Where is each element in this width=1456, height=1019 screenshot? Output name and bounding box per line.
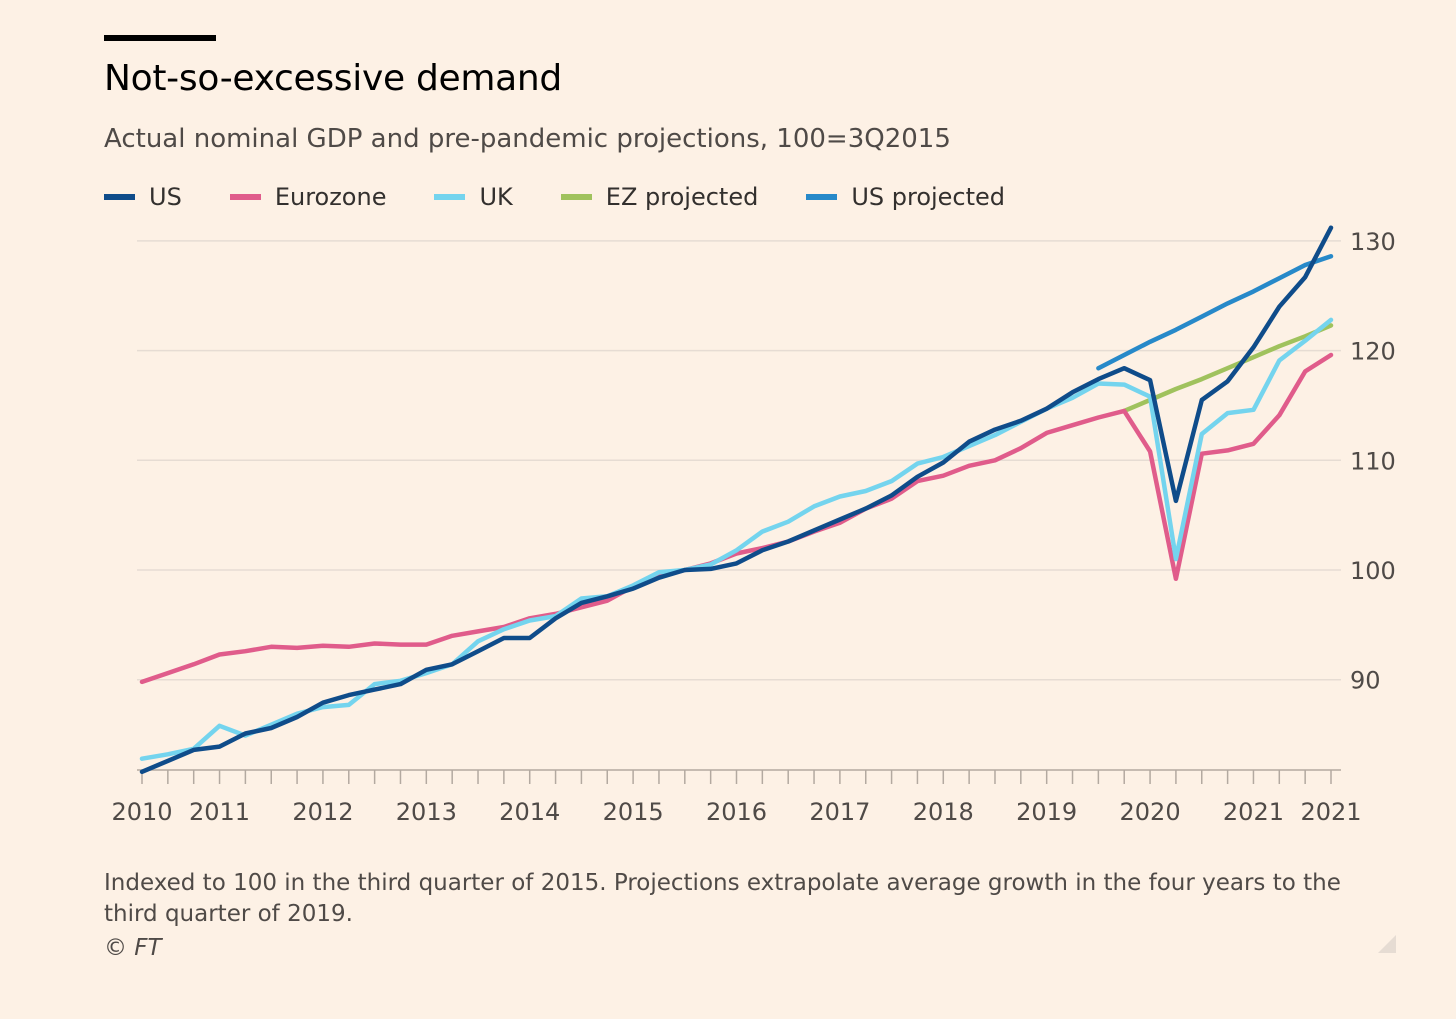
x-tick-label-12: 2021 bbox=[1300, 798, 1361, 826]
legend-label-eurozone: Eurozone bbox=[274, 183, 387, 211]
series-line-uk bbox=[139, 317, 1334, 761]
y-tick-label-120: 120 bbox=[1350, 338, 1396, 366]
legend-item-uk: UK bbox=[434, 183, 513, 211]
series-line-ez-projected bbox=[1121, 323, 1334, 414]
chart-title: Not-so-excessive demand bbox=[104, 58, 562, 99]
legend-item-us: US bbox=[104, 183, 182, 211]
title-rule bbox=[104, 35, 216, 41]
x-tick-label-4: 2014 bbox=[499, 798, 560, 826]
y-tick-label-110: 110 bbox=[1350, 447, 1396, 475]
legend-swatch-us bbox=[104, 194, 135, 200]
x-tick-label-5: 2015 bbox=[603, 798, 664, 826]
x-tick-label-0: 2010 bbox=[111, 798, 172, 826]
series-line-eurozone bbox=[139, 352, 1334, 685]
x-tick-label-1: 2011 bbox=[189, 798, 250, 826]
y-tick-label-90: 90 bbox=[1350, 667, 1381, 695]
legend-label-us-projected: US projected bbox=[851, 183, 1006, 211]
x-tick-label-9: 2019 bbox=[1016, 798, 1077, 826]
legend-item-eurozone: Eurozone bbox=[229, 183, 387, 211]
legend-swatch-ez-projected bbox=[560, 194, 592, 200]
source-credit: © FT bbox=[104, 935, 162, 961]
series-line-us bbox=[139, 225, 1334, 775]
chart-subtitle: Actual nominal GDP and pre-pandemic proj… bbox=[104, 124, 951, 154]
legend-label-ez-projected: EZ projected bbox=[605, 183, 759, 211]
x-tick-label-2: 2012 bbox=[292, 798, 353, 826]
series-line-us-projected bbox=[1096, 254, 1334, 371]
legend-item-ez-projected: EZ projected bbox=[560, 183, 759, 211]
legend-swatch-uk bbox=[434, 194, 466, 200]
x-tick-label-7: 2017 bbox=[809, 798, 870, 826]
legend-swatch-eurozone bbox=[229, 194, 261, 200]
legend: US Eurozone UK EZ projected US projected bbox=[104, 183, 1005, 211]
y-tick-label-130: 130 bbox=[1350, 228, 1396, 256]
resize-handle-icon bbox=[1378, 935, 1396, 953]
x-tick-label-11: 2021 bbox=[1223, 798, 1284, 826]
legend-label-us: US bbox=[149, 183, 182, 211]
x-tick-label-10: 2020 bbox=[1120, 798, 1181, 826]
x-tick-label-8: 2018 bbox=[913, 798, 974, 826]
legend-swatch-us-projected bbox=[806, 194, 838, 200]
footnote: Indexed to 100 in the third quarter of 2… bbox=[104, 870, 1341, 927]
y-tick-label-100: 100 bbox=[1350, 557, 1396, 585]
x-tick-label-6: 2016 bbox=[706, 798, 767, 826]
legend-label-uk: UK bbox=[479, 183, 513, 211]
x-tick-label-3: 2013 bbox=[396, 798, 457, 826]
legend-item-us-projected: US projected bbox=[806, 183, 1005, 211]
